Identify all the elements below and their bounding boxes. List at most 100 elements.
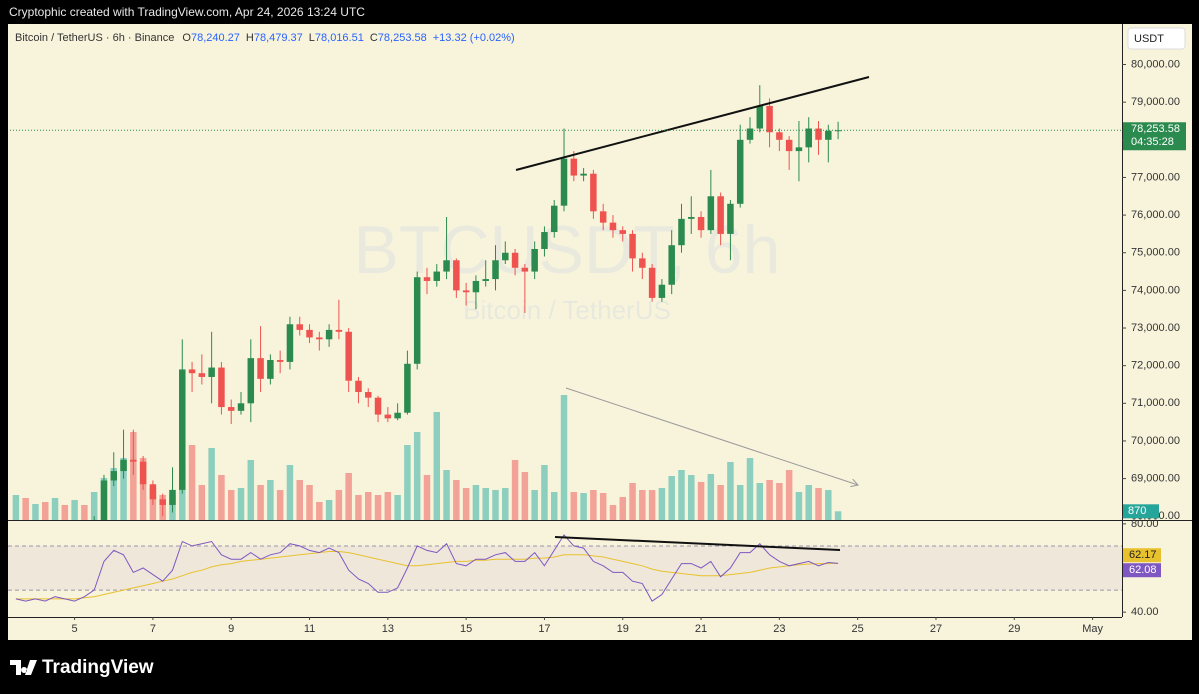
candle-body	[208, 367, 215, 377]
volume-bar	[423, 475, 431, 520]
candle-body	[257, 358, 264, 379]
candle-body	[639, 258, 646, 268]
chart-background	[8, 24, 1192, 640]
candle-body	[707, 196, 715, 231]
x-tick-label: 7	[150, 623, 156, 635]
rsi-y-tick-label: 80.00	[1131, 518, 1159, 530]
volume-bar	[32, 504, 39, 520]
y-tick-label: 73,000.00	[1131, 322, 1180, 334]
candle-body	[130, 459, 137, 462]
ohlc-value: 78,253.58	[378, 32, 427, 44]
volume-label: 870	[1128, 505, 1146, 517]
x-tick-label: 27	[930, 623, 942, 635]
candle-body	[590, 173, 597, 212]
change: +13.32 (+0.02%)	[433, 32, 515, 44]
volume-bar	[599, 493, 607, 520]
candle-body	[453, 260, 460, 291]
volume-bar	[81, 505, 88, 520]
volume-bar	[580, 493, 587, 520]
candle-body	[825, 130, 832, 140]
last-price-label: 78,253.58	[1131, 123, 1180, 135]
volume-bar	[51, 498, 59, 520]
volume-bar	[404, 445, 411, 520]
volume-bar	[365, 492, 372, 520]
logo-text: TradingView	[42, 657, 154, 678]
candle-body	[267, 360, 274, 379]
volume-bar	[688, 475, 695, 520]
rsi-ma-line	[15, 551, 839, 600]
candle-body	[276, 360, 284, 362]
y-tick-label: 80,000.00	[1131, 58, 1180, 70]
attribution: Cryptophic created with TradingView.com,…	[9, 5, 365, 19]
candle-body	[433, 271, 441, 281]
y-tick-label: 69,000.00	[1131, 472, 1180, 484]
candle-body	[169, 489, 176, 505]
volume-bar	[384, 492, 392, 520]
candle-body	[306, 329, 313, 338]
volume-bar	[717, 485, 724, 520]
trend-arrow	[565, 387, 858, 485]
volume-bar	[560, 395, 568, 520]
volume-bar	[805, 485, 812, 520]
candle-body	[286, 324, 294, 362]
candle-body	[609, 222, 617, 231]
x-tick-label: 21	[695, 623, 707, 635]
currency-box[interactable]	[1127, 27, 1186, 50]
y-tick-label: 70,000.00	[1131, 435, 1180, 447]
volume-bar	[756, 483, 764, 520]
candle-body	[678, 218, 685, 246]
volume-bar	[668, 476, 675, 520]
x-tick-label: 9	[228, 623, 234, 635]
volume-bar	[355, 495, 362, 520]
volume-bar	[218, 475, 225, 520]
candle-body	[511, 252, 519, 268]
volume-bar	[90, 492, 98, 520]
volume-bar	[22, 498, 29, 520]
rsi-line	[15, 534, 839, 602]
y-tick-label: 77,000.00	[1131, 171, 1180, 183]
candle-body	[599, 211, 607, 223]
candle-body	[188, 369, 196, 374]
volume-bar	[590, 490, 597, 520]
ohlc-value: 78,016.51	[315, 32, 364, 44]
trendline-rsi-divergence	[554, 536, 841, 551]
candle-body	[697, 216, 705, 231]
volume-bar	[511, 460, 519, 520]
candle-body	[355, 380, 362, 393]
x-tick-label: 17	[538, 623, 550, 635]
candle-body	[570, 158, 578, 176]
candle-body	[727, 203, 734, 234]
volume-bar	[286, 465, 294, 520]
volume-bar	[462, 488, 470, 520]
candle-body	[756, 105, 764, 129]
volume-bar	[785, 470, 793, 520]
volume-bar	[443, 470, 450, 520]
volume-bar	[521, 472, 529, 520]
y-tick-label: 79,000.00	[1131, 96, 1180, 108]
volume-bar	[110, 468, 118, 520]
currency[interactable]: USDT	[1134, 33, 1164, 45]
candle-body	[580, 173, 587, 176]
volume-bar	[815, 488, 822, 520]
ohlc-value: 78,240.27	[191, 32, 240, 44]
candle-body	[668, 245, 675, 285]
candle-body	[658, 284, 666, 298]
candle-body	[462, 290, 470, 293]
volume-bar	[296, 480, 303, 520]
volume-bar	[776, 483, 783, 520]
watermark-sub: Bitcoin / TetherUS	[463, 295, 671, 325]
candle-body	[365, 392, 372, 398]
volume-bar	[71, 500, 78, 520]
candle-body	[482, 279, 489, 281]
volume-bar	[482, 488, 489, 520]
volume-bar	[374, 495, 382, 520]
candle-body	[776, 132, 783, 140]
volume-bar	[697, 482, 705, 520]
x-tick-label: 19	[617, 623, 629, 635]
trendline-resistance	[515, 76, 870, 171]
candle-body	[296, 324, 303, 330]
volume-bar	[413, 432, 421, 520]
volume-bar	[188, 445, 196, 520]
volume-bar	[335, 490, 343, 520]
